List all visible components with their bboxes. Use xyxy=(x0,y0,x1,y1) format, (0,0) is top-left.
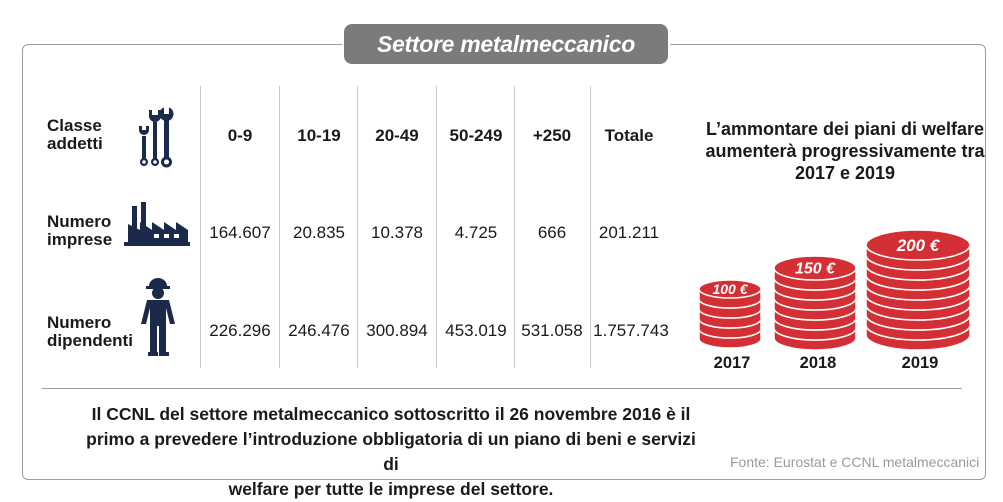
factory-icon xyxy=(124,202,190,246)
table-divider xyxy=(436,86,437,368)
footnote-text: Il CCNL del settore metalmeccanico sotto… xyxy=(76,402,706,502)
row-label-classe-line1: Classe xyxy=(47,116,102,135)
column-header: 20-49 xyxy=(375,126,419,145)
coin-amount-2019: 200 € xyxy=(896,236,941,255)
table-cell-imprese: 10.378 xyxy=(371,223,423,242)
coin-stack-2019 xyxy=(865,229,971,350)
table-cell-dipendenti: 246.476 xyxy=(288,321,350,340)
table-cell-imprese: 20.835 xyxy=(293,223,345,242)
table-divider xyxy=(279,86,280,368)
wrench-icon xyxy=(139,106,174,168)
footnote-line: primo a prevedere l’introduzione obbliga… xyxy=(86,429,696,474)
welfare-title-line: aumenterà progressivamente tra xyxy=(705,141,985,161)
coin-face xyxy=(773,255,857,281)
row-label-imprese-line1: Numero xyxy=(47,212,112,231)
row-label-classe-line2: addetti xyxy=(47,134,103,153)
page-title: Settore metalmeccanico xyxy=(342,22,670,66)
row-label-imprese-line2: imprese xyxy=(47,230,113,249)
coin-amount-2018: 150 € xyxy=(795,261,836,278)
row-label-classe: Classe addetti xyxy=(47,117,103,153)
row-label-dipendenti-line2: dipendenti xyxy=(47,331,133,350)
table-divider xyxy=(590,86,591,368)
table-divider xyxy=(200,86,201,368)
welfare-title-line: 2017 e 2019 xyxy=(794,163,896,183)
section-divider xyxy=(42,388,962,389)
year-label: 2017 xyxy=(713,354,751,372)
table-cell-dipendenti: 1.757.743 xyxy=(593,321,669,340)
column-header: +250 xyxy=(532,126,572,145)
table-cell-dipendenti: 453.019 xyxy=(445,321,507,340)
footnote-line: welfare per tutte le imprese del settore… xyxy=(228,479,554,499)
coin-amount-2017: 100 € xyxy=(712,281,748,297)
row-label-dipendenti-line1: Numero xyxy=(47,313,112,332)
table-divider xyxy=(357,86,358,368)
table-cell-imprese: 164.607 xyxy=(209,223,271,242)
table-cell-imprese: 666 xyxy=(537,223,567,242)
year-label: 2019 xyxy=(901,354,939,372)
table-cell-dipendenti: 226.296 xyxy=(209,321,271,340)
column-header: 10-19 xyxy=(297,126,341,145)
table-divider xyxy=(514,86,515,368)
table-cell-dipendenti: 531.058 xyxy=(521,321,583,340)
column-header: 50-249 xyxy=(449,126,503,145)
welfare-title: L’ammontare dei piani di welfare aumente… xyxy=(700,118,990,184)
table-cell-imprese: 201.211 xyxy=(598,223,660,242)
row-label-imprese: Numero imprese xyxy=(47,213,112,249)
coin-face xyxy=(865,229,971,261)
column-header: 0-9 xyxy=(227,126,253,145)
welfare-title-line: L’ammontare dei piani di welfare xyxy=(705,119,985,139)
worker-icon xyxy=(141,278,175,356)
column-header: Totale xyxy=(604,126,654,145)
year-label: 2018 xyxy=(799,354,837,372)
coin-stack-2018 xyxy=(773,255,857,350)
source-label: Fonte: Eurostat e CCNL metalmeccanici xyxy=(730,454,980,470)
footnote-line: Il CCNL del settore metalmeccanico sotto… xyxy=(91,404,691,424)
table-cell-dipendenti: 300.894 xyxy=(366,321,428,340)
coin-stacks-illustration: 100 € 150 € 200 € xyxy=(698,229,971,350)
table-cell-imprese: 4.725 xyxy=(454,223,498,242)
coin-face xyxy=(698,279,762,299)
row-label-dipendenti: Numero dipendenti xyxy=(47,314,133,350)
coin-stack-2017 xyxy=(698,279,762,349)
